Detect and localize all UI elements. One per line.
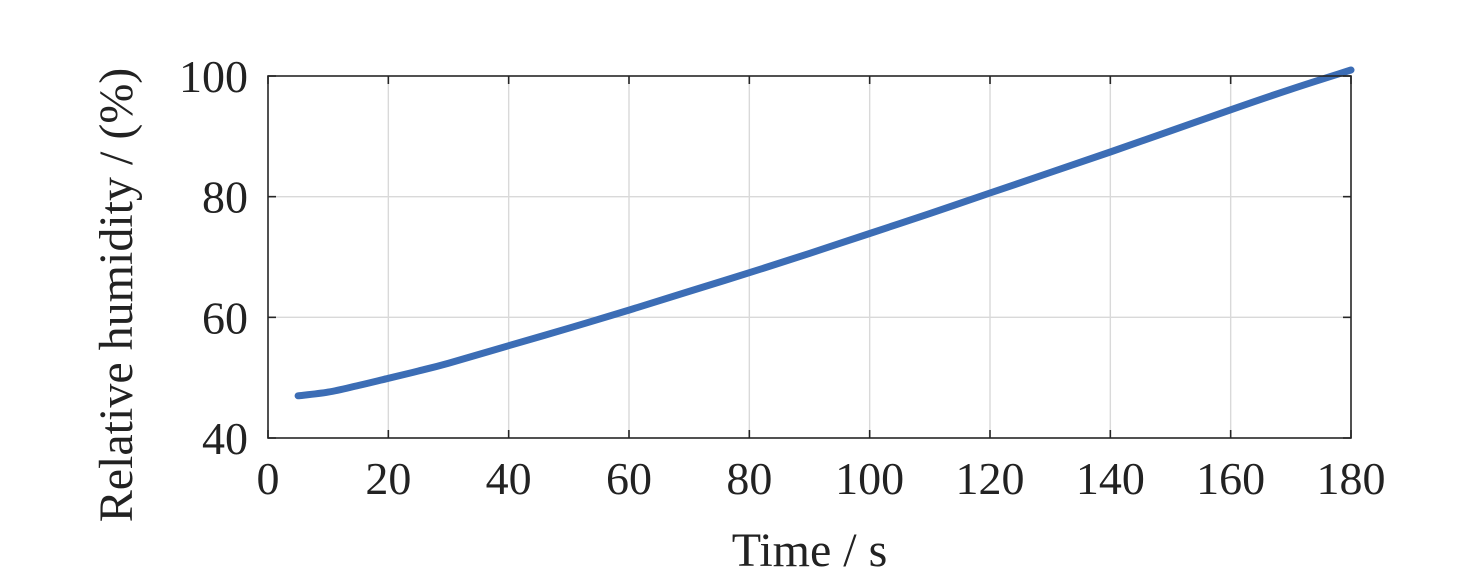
- x-tick-label: 40: [486, 453, 532, 504]
- y-tick-labels: 40 60 80 100: [179, 51, 248, 464]
- x-tick-label: 0: [257, 453, 280, 504]
- x-tick-label: 100: [835, 453, 904, 504]
- x-axis-label: Time / s: [732, 524, 888, 577]
- x-tick-label: 140: [1076, 453, 1145, 504]
- y-tick-label: 40: [202, 413, 248, 464]
- plot-area-frame: [267, 75, 1352, 439]
- axis-ticks: [267, 75, 1352, 439]
- x-tick-labels: 0 20 40 60 80 100 120 140 160 180: [257, 453, 1386, 504]
- series-line: [294, 66, 1355, 400]
- x-tick-label: 120: [956, 453, 1025, 504]
- x-tick-label: 80: [726, 453, 772, 504]
- y-tick-label: 60: [202, 292, 248, 343]
- x-tick-label: 160: [1196, 453, 1265, 504]
- y-axis-label: Relative humidity / (%): [90, 68, 143, 523]
- y-tick-label: 80: [202, 172, 248, 223]
- y-tick-label: 100: [179, 51, 248, 102]
- x-tick-label: 180: [1317, 453, 1386, 504]
- x-tick-label: 20: [365, 453, 411, 504]
- x-tick-label: 60: [606, 453, 652, 504]
- series-layer: [294, 66, 1355, 400]
- grid: [268, 76, 1351, 438]
